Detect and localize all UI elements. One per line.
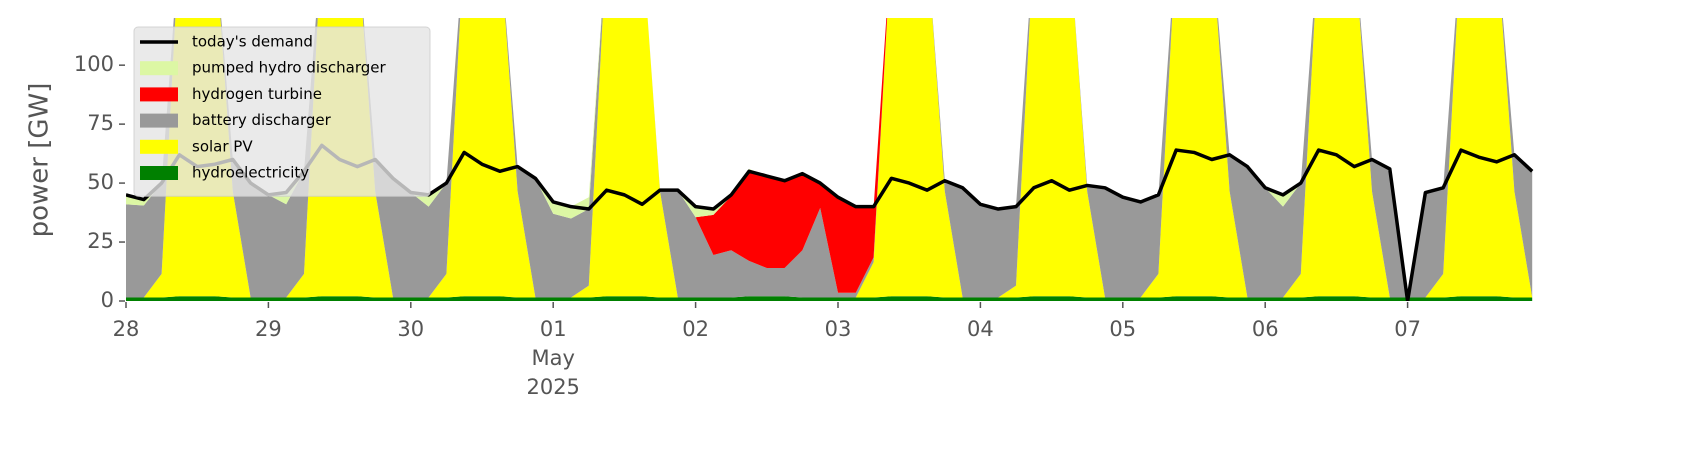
x-tick-label: 06 xyxy=(1252,317,1279,341)
y-tick-label: 0 xyxy=(101,288,114,312)
legend-swatch xyxy=(140,113,178,128)
legend-label: hydroelectricity xyxy=(192,164,309,182)
x-tick-label: 30 xyxy=(397,317,424,341)
legend-swatch xyxy=(140,61,178,76)
x-tick-label: 04 xyxy=(967,317,994,341)
axes: 0 25 50 75 100 28 29 30 01 May 2025 02 03 04 05 06 07 xyxy=(74,52,1421,399)
x-tick-label: 07 xyxy=(1394,317,1421,341)
legend-swatch xyxy=(140,87,178,102)
x-tick-label: 03 xyxy=(825,317,852,341)
area xyxy=(126,18,1533,298)
legend-label: hydrogen turbine xyxy=(192,85,322,103)
legend-label: pumped hydro discharger xyxy=(192,59,386,77)
area xyxy=(126,18,1533,298)
area xyxy=(126,18,1533,298)
x-tick-label: 29 xyxy=(255,317,282,341)
legend-label: today's demand xyxy=(192,33,313,51)
y-tick-label: 25 xyxy=(87,229,114,253)
area xyxy=(126,296,1533,301)
plot-area xyxy=(126,18,1534,301)
x-tick-label: 28 xyxy=(113,317,140,341)
legend-box xyxy=(133,26,431,197)
x-tick-label: 05 xyxy=(1109,317,1136,341)
legend-swatch xyxy=(140,166,178,180)
legend: today's demand pumped hydro discharger hyd… xyxy=(133,26,431,197)
y-tick-label: 50 xyxy=(87,170,114,194)
legend-swatch xyxy=(140,139,178,154)
x-tick-label: 02 xyxy=(682,317,709,341)
y-tick-label: 100 xyxy=(74,52,114,76)
y-axis-label: power [GW] xyxy=(25,83,55,238)
legend-label: solar PV xyxy=(192,137,253,155)
y-tick-label: 75 xyxy=(87,111,114,135)
x-tick-label: 01 May 2025 xyxy=(526,317,579,399)
legend-label: battery discharger xyxy=(192,111,332,129)
